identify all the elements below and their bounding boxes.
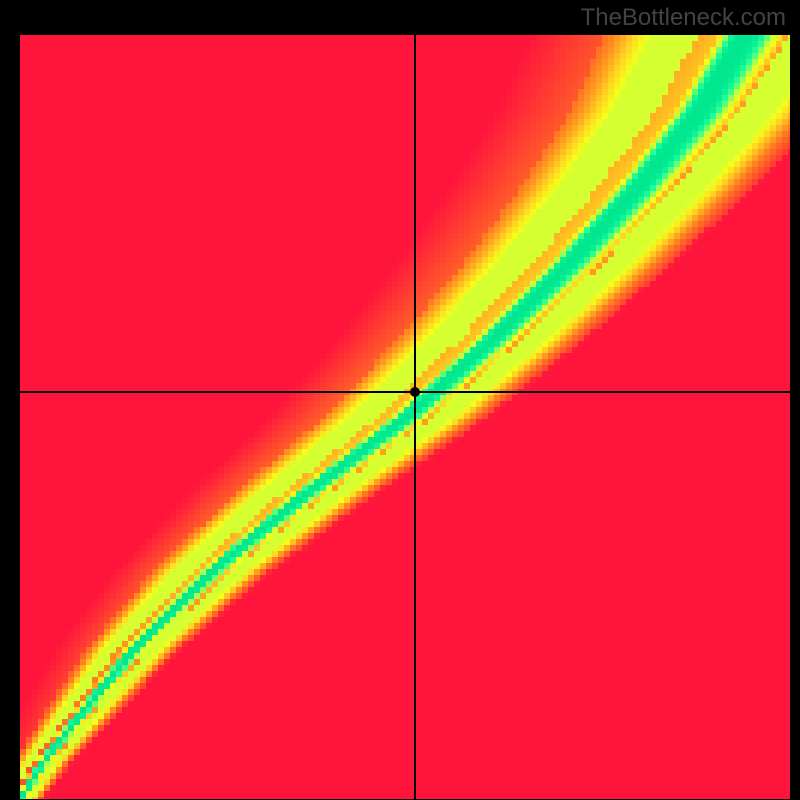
crosshair-overlay	[0, 0, 800, 800]
selection-marker	[410, 387, 420, 397]
chart-container: TheBottleneck.com	[0, 0, 800, 800]
watermark-text: TheBottleneck.com	[581, 4, 786, 32]
